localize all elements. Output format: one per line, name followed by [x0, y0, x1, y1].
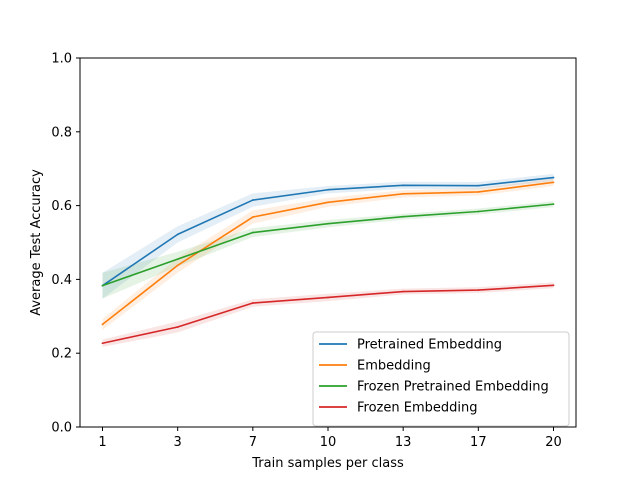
data-point-3-6 [552, 284, 555, 287]
data-point-2-2 [251, 231, 254, 234]
y-axis-ticks: 0.0 0.2 0.4 0.6 0.8 1.0 [51, 52, 80, 436]
data-point-2-1 [176, 258, 179, 261]
x-tick-label: 7 [249, 435, 257, 450]
data-point-2-5 [477, 210, 480, 213]
x-tick-label: 20 [545, 435, 562, 450]
data-point-3-0 [101, 342, 104, 345]
data-point-2-3 [327, 222, 329, 225]
confidence-bands [102, 173, 554, 347]
data-point-1-6 [552, 181, 555, 184]
data-point-3-3 [327, 296, 329, 299]
legend-label-1: Embedding [357, 359, 431, 374]
data-point-2-0 [101, 284, 104, 287]
data-point-0-6 [552, 176, 555, 179]
data-point-1-3 [327, 201, 329, 204]
x-tick-label: 13 [395, 435, 412, 450]
y-tick-label: 0.0 [51, 421, 72, 436]
y-tick-label: 0.8 [51, 125, 72, 140]
legend-box [312, 331, 570, 427]
x-tick-label: 1 [98, 435, 106, 450]
data-point-2-4 [402, 215, 405, 218]
legend-label-0: Pretrained Embedding [357, 338, 502, 353]
series-band-2 [102, 201, 554, 299]
legend-label-3: Frozen Embedding [357, 401, 477, 416]
x-axis-label: Train samples per class [251, 456, 404, 471]
data-point-3-2 [251, 302, 254, 304]
data-point-0-3 [327, 188, 329, 191]
x-tick-label: 10 [320, 435, 337, 450]
y-tick-label: 0.2 [51, 347, 72, 362]
y-tick-label: 1.0 [51, 52, 72, 67]
data-point-1-4 [402, 192, 405, 195]
x-axis-ticks: 1 3 7 10 13 17 20 [98, 427, 562, 450]
data-point-0-4 [402, 184, 405, 187]
data-point-1-0 [101, 323, 104, 326]
legend-label-2: Frozen Pretrained Embedding [357, 380, 549, 395]
x-tick-label: 17 [470, 435, 487, 450]
data-point-3-1 [176, 326, 179, 328]
data-point-0-2 [251, 199, 254, 201]
data-point-3-5 [477, 289, 480, 292]
legend: Pretrained Embedding Embedding Frozen Pret… [312, 331, 570, 427]
data-point-0-5 [477, 184, 480, 187]
y-tick-label: 0.4 [51, 273, 72, 288]
y-axis-label: Average Test Accuracy [29, 169, 44, 316]
data-point-1-1 [176, 264, 179, 267]
series-lines [101, 176, 555, 345]
x-tick-label: 3 [174, 435, 182, 450]
y-tick-label: 0.6 [51, 199, 72, 214]
data-point-2-6 [552, 203, 555, 206]
data-point-3-4 [402, 290, 405, 293]
data-point-1-2 [251, 216, 254, 218]
data-point-0-1 [176, 233, 179, 236]
data-point-1-5 [477, 191, 480, 193]
